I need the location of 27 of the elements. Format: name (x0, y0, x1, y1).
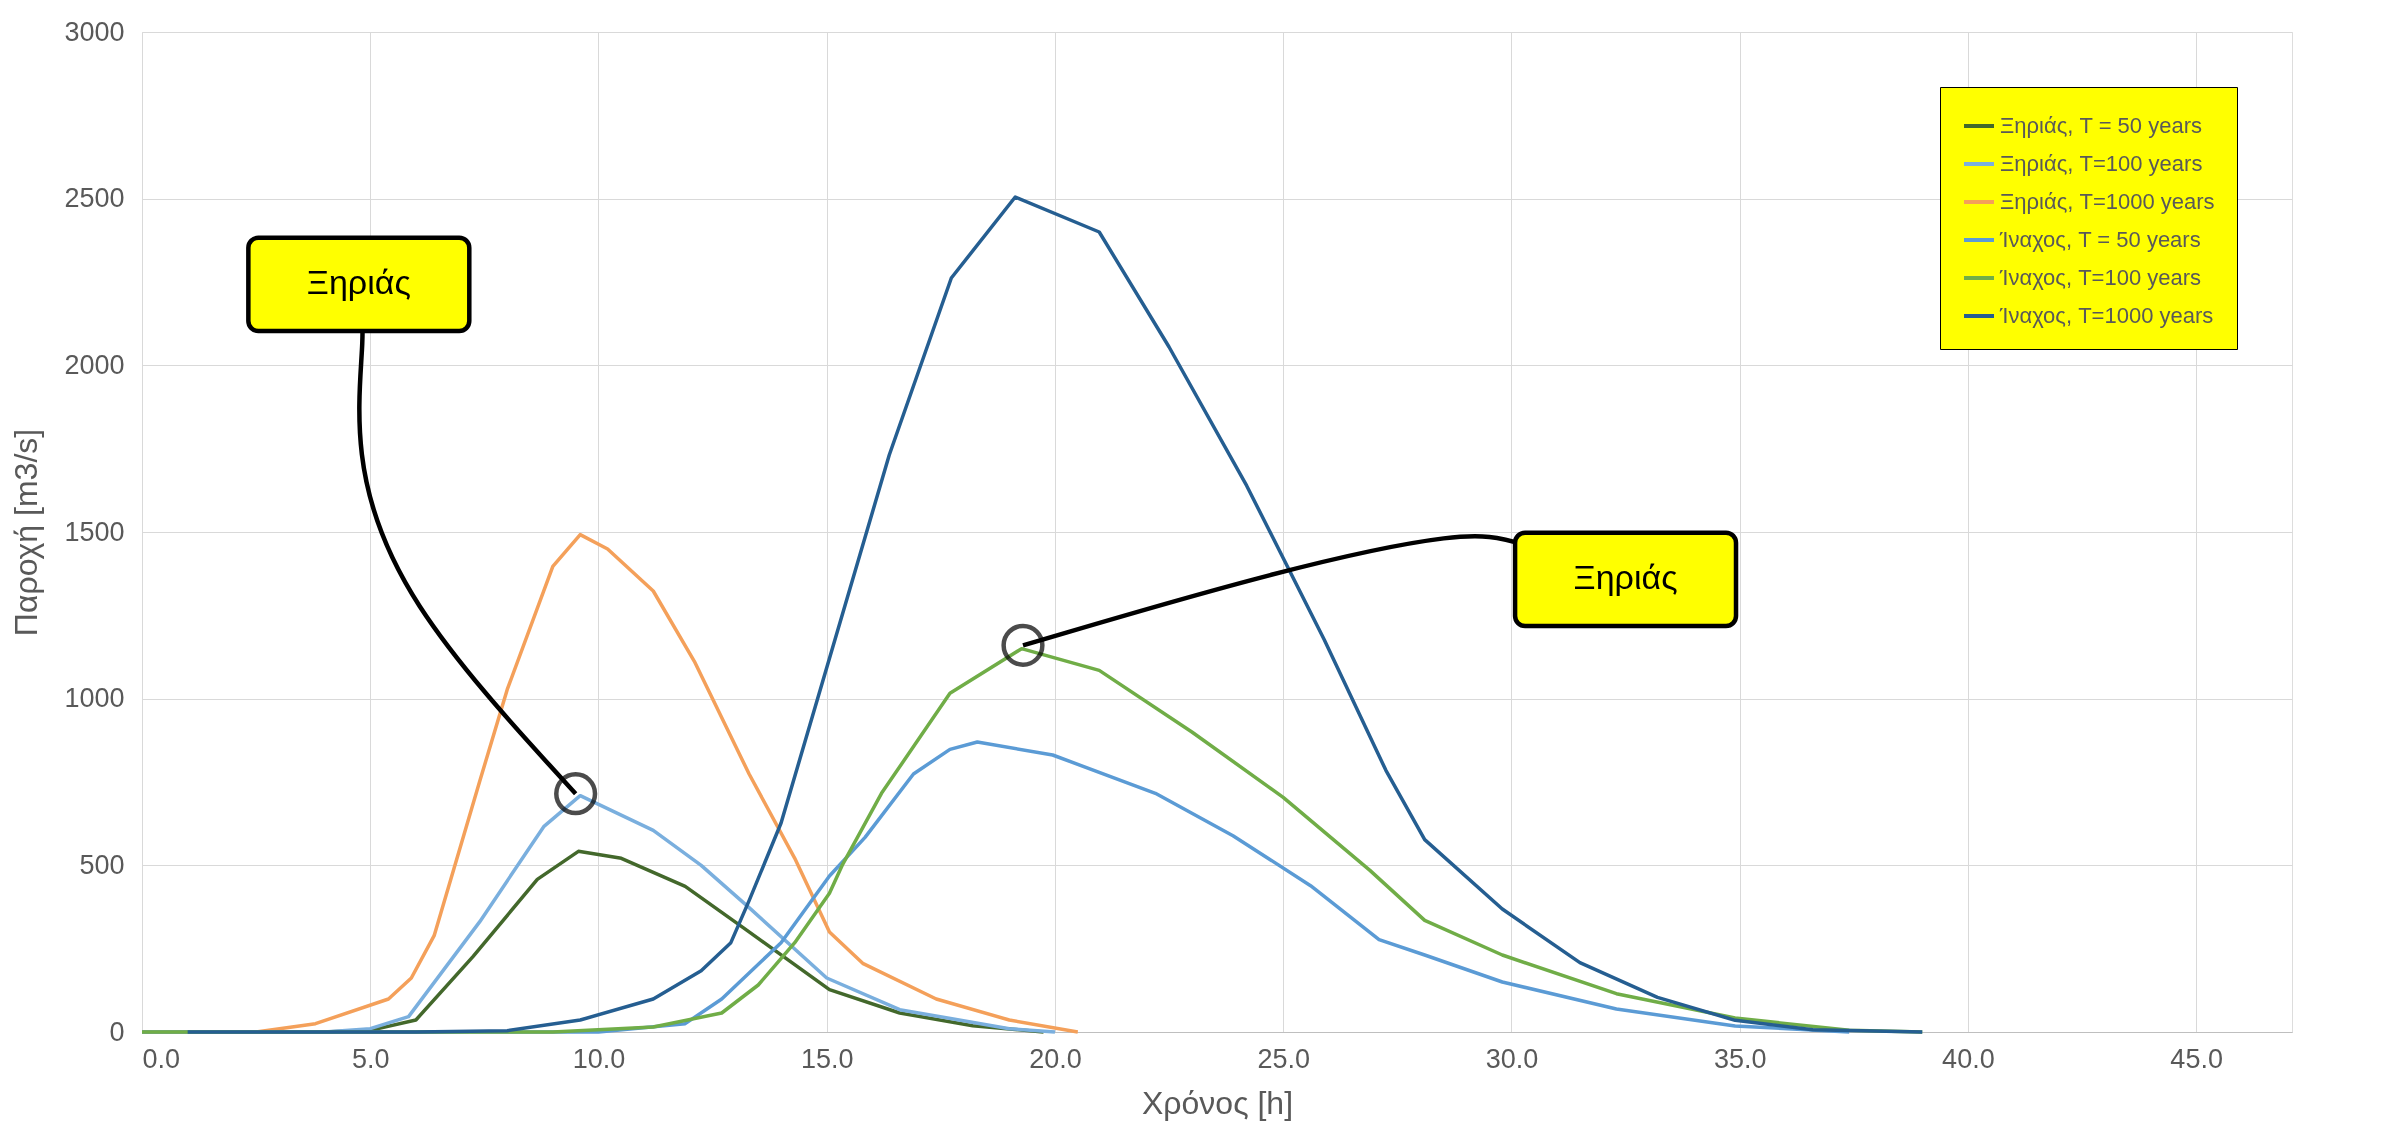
legend-label: Ξηριάς, T=1000 years (2000, 189, 2215, 214)
x-tick-label: 25.0 (1257, 1043, 1310, 1074)
y-tick-label: 2000 (64, 349, 125, 380)
y-tick-label: 3000 (64, 16, 125, 47)
legend-label: Ίναχος, T=100 years (1999, 265, 2202, 290)
annotation: Ξηριάς (1573, 558, 1678, 597)
x-tick-label: 15.0 (800, 1043, 854, 1074)
x-tick-label: 45.0 (2170, 1043, 2223, 1074)
legend-label: Ξηριάς, T=100 years (2000, 151, 2203, 176)
x-tick-label: 30.0 (1485, 1043, 1539, 1074)
y-axis-title: Παροχή [m3/s] (8, 428, 45, 637)
legend-label: Ίναχος, T = 50 years (1999, 227, 2201, 252)
x-axis-title: Χρόνος [h] (1141, 1084, 1294, 1121)
y-tick-label: 1000 (64, 683, 125, 714)
legend-label: Ίναχος, T=1000 years (1999, 303, 2214, 328)
y-tick-label: 500 (79, 849, 125, 880)
x-tick-label: 5.0 (351, 1043, 390, 1074)
y-tick-label: 1500 (64, 516, 125, 547)
x-tick-label: 20.0 (1029, 1043, 1082, 1074)
x-tick-label: 35.0 (1713, 1043, 1767, 1074)
y-tick-label: 0 (109, 1016, 125, 1047)
x-tick-label: 10.0 (572, 1043, 626, 1074)
x-tick-label: 40.0 (1942, 1043, 1995, 1074)
legend-label: Ξηριάς, T = 50 years (2000, 113, 2202, 138)
x-tick-label: 0.0 (142, 1043, 181, 1074)
y-tick-label: 2500 (64, 183, 125, 214)
annotation: Ξηριάς (306, 263, 411, 302)
